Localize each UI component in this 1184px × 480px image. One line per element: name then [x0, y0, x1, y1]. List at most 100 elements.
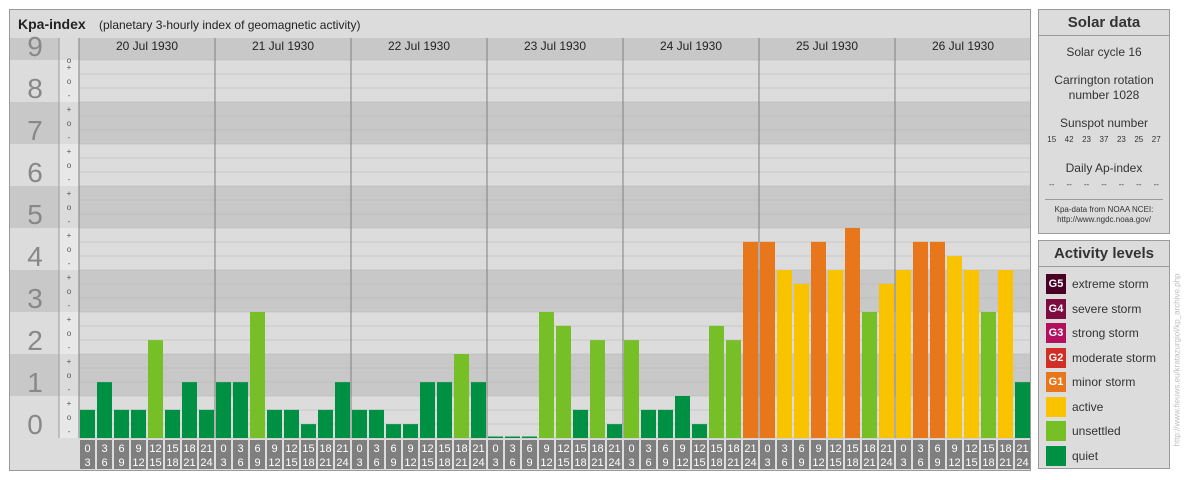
- minor-tick-label: -: [68, 427, 71, 436]
- bar: [437, 382, 452, 438]
- hour-label-box: [930, 440, 945, 469]
- hour-label-end: 21: [591, 457, 603, 469]
- hour-label-end: 15: [965, 457, 977, 469]
- minor-tick-label: +: [67, 315, 72, 324]
- activity-level-swatch: G2: [1046, 347, 1066, 368]
- bar: [879, 283, 894, 438]
- activity-level-label: active: [1072, 399, 1104, 414]
- hour-label-end: 21: [183, 457, 195, 469]
- activity-level-swatch: G1: [1046, 372, 1066, 392]
- bar: [862, 312, 877, 438]
- hour-label-end: 3: [900, 457, 906, 469]
- hour-label-box: [845, 440, 860, 469]
- activity-level-label: severe storm: [1072, 301, 1142, 316]
- hour-label-start: 18: [591, 443, 603, 455]
- hour-label-end: 12: [812, 457, 824, 469]
- bar: [726, 340, 741, 438]
- hour-label-start: 15: [438, 443, 450, 455]
- bar: [114, 409, 129, 438]
- hour-label-box: [964, 440, 979, 469]
- bar: [573, 409, 588, 438]
- hour-label-box: [284, 440, 299, 469]
- minor-tick-label: +: [67, 357, 72, 366]
- activity-level-swatch: G4: [1046, 298, 1066, 319]
- hour-label-start: 6: [934, 443, 940, 455]
- minor-tick-label: o: [67, 161, 72, 170]
- ap-value: --: [1101, 180, 1107, 189]
- hour-label-end: 21: [863, 457, 875, 469]
- hour-label-end: 21: [999, 457, 1011, 469]
- hour-label-box: [216, 440, 231, 469]
- minor-tick-label: -: [68, 133, 71, 142]
- day-label: 22 Jul 1930: [388, 39, 450, 53]
- hour-label-end: 24: [472, 457, 484, 469]
- bar: [284, 409, 299, 438]
- ap-values: -- -- -- -- -- -- --: [1039, 180, 1169, 189]
- hour-label-box: [114, 440, 129, 469]
- bar: [1015, 382, 1030, 438]
- bar: [913, 241, 928, 438]
- sunspot-value: 15: [1047, 135, 1057, 144]
- hour-label-start: 18: [999, 443, 1011, 455]
- activity-level-label: moderate storm: [1072, 350, 1157, 365]
- hour-label-box: [352, 440, 367, 469]
- hour-label-start: 9: [815, 443, 821, 455]
- hour-label-box: [454, 440, 469, 469]
- bar: [335, 382, 350, 438]
- hour-label-start: 12: [149, 443, 161, 455]
- hour-label-box: [369, 440, 384, 469]
- bar: [182, 382, 197, 438]
- hour-label-end: 3: [492, 457, 498, 469]
- hour-label-start: 12: [421, 443, 433, 455]
- hour-label-end: 15: [149, 457, 161, 469]
- hour-label-end: 12: [540, 457, 552, 469]
- bar: [692, 424, 707, 438]
- hour-label-box: [658, 440, 673, 469]
- bar: [267, 409, 282, 438]
- y-tick-label: 7: [27, 115, 43, 146]
- activity-level-item: G5 extreme storm: [1046, 274, 1168, 294]
- hour-label-start: 12: [557, 443, 569, 455]
- activity-level-item: active: [1046, 396, 1168, 417]
- hour-label-end: 3: [356, 457, 362, 469]
- hour-label-end: 18: [846, 457, 858, 469]
- hour-label-end: 3: [764, 457, 770, 469]
- hour-label-end: 21: [455, 457, 467, 469]
- hour-label-end: 3: [220, 457, 226, 469]
- hour-label-start: 15: [166, 443, 178, 455]
- activity-level-label: extreme storm: [1072, 277, 1149, 291]
- minor-tick-label: -: [68, 385, 71, 394]
- band-6: [10, 144, 1030, 186]
- solar-cycle: Solar cycle 16: [1066, 45, 1142, 59]
- hour-label-start: 3: [509, 443, 515, 455]
- bar: [556, 325, 571, 438]
- activity-levels-title: Activity levels: [1039, 241, 1169, 267]
- hour-label-end: 12: [404, 457, 416, 469]
- kpa-chart: Kpa-index (planetary 3-hourly index of g…: [10, 16, 1030, 470]
- band-7: [10, 102, 1030, 144]
- bar: [420, 382, 435, 438]
- bar: [930, 241, 945, 438]
- hour-label-box: [641, 440, 656, 469]
- hour-label-start: 3: [237, 443, 243, 455]
- hour-label-end: 6: [373, 457, 379, 469]
- chart-subtitle: (planetary 3-hourly index of geomagnetic…: [99, 18, 360, 32]
- watermark-text: http://www.fieuws.eu/kratazurgiol/kp_arc…: [1172, 273, 1182, 447]
- hour-label-end: 9: [798, 457, 804, 469]
- hour-label-start: 9: [679, 443, 685, 455]
- minor-tick-label: -: [68, 343, 71, 352]
- hour-label-end: 18: [166, 457, 178, 469]
- hour-label-start: 3: [645, 443, 651, 455]
- hour-label-start: 0: [356, 443, 362, 455]
- activity-level-swatch: [1046, 445, 1066, 466]
- hour-label-start: 12: [285, 443, 297, 455]
- activity-level-label: unsettled: [1072, 424, 1121, 438]
- hour-label-end: 12: [132, 457, 144, 469]
- bar: [471, 382, 486, 438]
- hour-label-box: [522, 440, 537, 469]
- hour-label-start: 18: [455, 443, 467, 455]
- hour-label-start: 21: [880, 443, 892, 455]
- bar: [607, 424, 622, 438]
- activity-level-item: unsettled: [1046, 421, 1168, 441]
- hour-label-box: [80, 440, 95, 469]
